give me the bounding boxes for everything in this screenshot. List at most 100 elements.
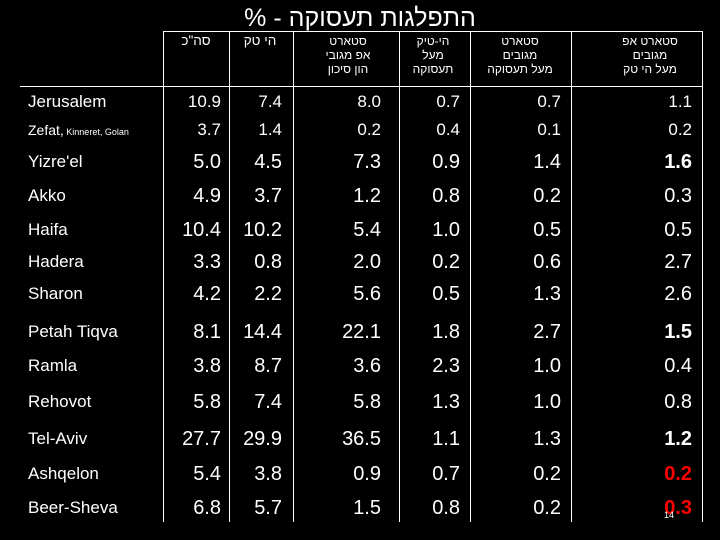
- row-label: Ashqelon: [28, 462, 99, 486]
- table-cell: 0.3: [664, 497, 692, 519]
- table-cell: 0.5: [533, 219, 561, 241]
- table-cell: 8.0: [357, 92, 381, 111]
- page-number: 14: [664, 510, 675, 520]
- column-header: סה"כ: [181, 33, 211, 48]
- table-cell: 5.8: [193, 391, 221, 413]
- row-label-name: Rehovot: [28, 392, 92, 411]
- row-label-name: Hadera: [28, 252, 84, 271]
- table-cell: 0.4: [664, 355, 692, 377]
- table-cell: 0.8: [432, 497, 460, 519]
- table-cell: 1.0: [432, 219, 460, 241]
- column-divider: [399, 32, 400, 522]
- table-cell: 4.9: [193, 185, 221, 207]
- table-cell: 22.1: [342, 321, 381, 343]
- row-label: Haifa: [28, 218, 68, 242]
- table-cell: 0.9: [432, 151, 460, 173]
- column-header: סטארט אפ מגובי הון סיכון: [325, 34, 371, 76]
- table-cell: 3.3: [193, 251, 221, 273]
- table-cell: 5.0: [193, 151, 221, 173]
- table-cell: 5.4: [193, 463, 221, 485]
- column-divider: [163, 32, 164, 522]
- row-label-name: Haifa: [28, 220, 68, 239]
- table-cell: 0.9: [353, 463, 381, 485]
- table-cell: 5.4: [353, 219, 381, 241]
- row-label: Rehovot: [28, 390, 91, 414]
- column-header: סטארט אפ מגובים מעל הי טק: [622, 34, 678, 76]
- table-cell: 0.8: [254, 251, 282, 273]
- table-right-border: [702, 31, 703, 522]
- table-cell: 5.6: [353, 283, 381, 305]
- table-cell: 0.8: [664, 391, 692, 413]
- table-cell: 0.8: [432, 185, 460, 207]
- row-label-name: Petah Tiqva: [28, 322, 118, 341]
- table-cell: 0.2: [432, 251, 460, 273]
- table-cell: 2.2: [254, 283, 282, 305]
- table-cell: 2.3: [432, 355, 460, 377]
- table-cell: 1.0: [533, 355, 561, 377]
- table-cell: 2.7: [664, 251, 692, 273]
- table-cell: 10.4: [182, 219, 221, 241]
- column-divider: [571, 32, 572, 522]
- table-cell: 8.1: [193, 321, 221, 343]
- table-cell: 1.3: [432, 391, 460, 413]
- table-cell: 1.4: [258, 120, 282, 139]
- row-label: Sharon: [28, 282, 83, 306]
- row-label: Yizre'el: [28, 150, 83, 174]
- table-cell: 1.5: [664, 321, 692, 343]
- column-header: סטארט מגובים מעל תעסוקה: [487, 34, 553, 76]
- column-divider: [293, 32, 294, 522]
- table-cell: 3.7: [197, 120, 221, 139]
- table-cell: 4.2: [193, 283, 221, 305]
- table-cell: 14.4: [243, 321, 282, 343]
- table-cell: 0.4: [436, 120, 460, 139]
- row-label: Petah Tiqva: [28, 320, 118, 344]
- row-label-suffix: Kinneret, Golan: [63, 127, 129, 137]
- table-cell: 0.2: [668, 120, 692, 139]
- table-cell: 2.6: [664, 283, 692, 305]
- table-cell: 0.7: [436, 92, 460, 111]
- table-cell: 29.9: [243, 428, 282, 450]
- table-cell: 0.2: [533, 497, 561, 519]
- table-cell: 4.5: [254, 151, 282, 173]
- table-cell: 7.3: [353, 151, 381, 173]
- row-label: Ramla: [28, 354, 77, 378]
- table-cell: 1.3: [533, 283, 561, 305]
- table-cell: 0.5: [664, 219, 692, 241]
- row-label: Beer-Sheva: [28, 496, 118, 520]
- row-label-name: Akko: [28, 186, 66, 205]
- table-cell: 27.7: [182, 428, 221, 450]
- table-cell: 1.1: [668, 92, 692, 111]
- slide-title: התפלגות תעסוקה - %: [244, 4, 476, 32]
- table-cell: 0.2: [664, 463, 692, 485]
- table-cell: 10.2: [243, 219, 282, 241]
- table-cell: 0.1: [537, 120, 561, 139]
- row-label: Tel-Aviv: [28, 427, 87, 451]
- column-divider: [470, 32, 471, 522]
- row-label: Akko: [28, 184, 66, 208]
- row-label: Hadera: [28, 250, 84, 274]
- table-cell: 7.4: [258, 92, 282, 111]
- table-cell: 8.7: [254, 355, 282, 377]
- table-cell: 0.7: [537, 92, 561, 111]
- row-label-name: Jerusalem: [28, 92, 107, 111]
- table-cell: 0.3: [664, 185, 692, 207]
- table-cell: 0.2: [357, 120, 381, 139]
- table-cell: 2.7: [533, 321, 561, 343]
- table-cell: 3.8: [193, 355, 221, 377]
- table-cell: 1.3: [533, 428, 561, 450]
- table-cell: 0.5: [432, 283, 460, 305]
- table-cell: 0.7: [432, 463, 460, 485]
- column-header: הי-טיק מעל תעסוקה: [412, 34, 454, 76]
- table-cell: 2.0: [353, 251, 381, 273]
- table-cell: 1.1: [432, 428, 460, 450]
- row-label-name: Ashqelon: [28, 464, 99, 483]
- table-cell: 36.5: [342, 428, 381, 450]
- table-cell: 3.8: [254, 463, 282, 485]
- table-cell: 1.0: [533, 391, 561, 413]
- table-cell: 1.2: [353, 185, 381, 207]
- row-label-name: Tel-Aviv: [28, 429, 88, 448]
- row-label-name: Beer-Sheva: [28, 498, 118, 517]
- table-cell: 10.9: [187, 92, 221, 111]
- table-cell: 3.6: [353, 355, 381, 377]
- table-cell: 0.2: [533, 185, 561, 207]
